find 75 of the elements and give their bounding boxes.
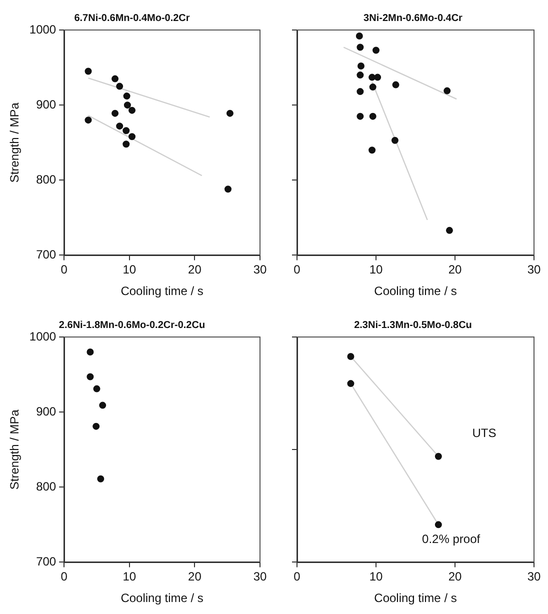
point: [347, 380, 354, 388]
x-axis-title: Cooling time / s: [120, 284, 204, 298]
point: [356, 44, 364, 51]
point: [356, 88, 364, 96]
x-axis-title: Cooling time / s: [374, 591, 457, 606]
point: [391, 136, 398, 144]
point: [444, 87, 451, 94]
x-tick-label: 30: [527, 570, 541, 584]
point: [446, 226, 453, 234]
point: [84, 116, 92, 124]
point: [356, 32, 363, 40]
y-tick-label: 700: [36, 554, 56, 569]
point: [97, 475, 104, 482]
chart-title: 2.6Ni-1.8Mn-0.6Mo-0.2Cr-0.2Cu: [58, 320, 206, 331]
point: [116, 122, 124, 130]
point: [434, 452, 442, 460]
point: [374, 74, 382, 81]
x-tick-label: 0: [60, 262, 68, 277]
x-tick-label: 0: [60, 570, 68, 584]
y-axis-title: Strength / MPa: [8, 409, 22, 490]
point: [123, 92, 130, 100]
point: [226, 110, 234, 117]
y-axis-title: Strength / MPa: [8, 102, 22, 183]
point: [372, 46, 380, 54]
y-tick-label: 800: [36, 479, 56, 494]
point: [434, 521, 442, 528]
y-tick-label: 1000: [29, 22, 56, 36]
y-tick-label: 800: [36, 172, 56, 186]
point: [122, 127, 130, 134]
point: [392, 81, 400, 88]
point: [368, 146, 376, 154]
point: [84, 68, 92, 75]
x-tick-label: 20: [448, 570, 462, 584]
point: [112, 75, 119, 82]
x-tick-label: 10: [369, 262, 383, 277]
annotation: UTS: [472, 426, 496, 440]
point: [356, 72, 364, 79]
point: [356, 112, 364, 120]
x-tick-label: 0: [294, 262, 301, 277]
chart-title: 3Ni-2Mn-0.6Mo-0.4Cr: [364, 12, 463, 24]
point: [347, 353, 354, 360]
x-tick-label: 10: [369, 570, 383, 584]
point: [112, 110, 119, 117]
y-tick-label: 1000: [29, 329, 56, 344]
point: [128, 106, 136, 114]
annotation: 0.2% proof: [422, 532, 481, 546]
x-tick-label: 30: [253, 570, 267, 584]
point: [99, 402, 106, 409]
point: [86, 373, 94, 380]
x-tick-label: 10: [122, 262, 136, 277]
point: [369, 84, 376, 91]
x-tick-label: 20: [188, 262, 202, 277]
x-tick-label: 20: [188, 570, 202, 584]
x-tick-label: 10: [122, 570, 136, 584]
x-tick-label: 20: [448, 262, 462, 277]
point: [93, 385, 100, 392]
point: [124, 102, 131, 109]
x-axis-title: Cooling time / s: [374, 284, 457, 298]
x-tick-label: 0: [294, 570, 301, 584]
point: [116, 82, 124, 90]
x-tick-label: 30: [253, 262, 267, 277]
point: [92, 422, 100, 430]
point: [86, 348, 94, 356]
point: [369, 112, 376, 120]
x-tick-label: 30: [527, 262, 541, 277]
point: [357, 62, 364, 70]
point: [224, 186, 232, 193]
y-tick-label: 900: [36, 404, 56, 418]
y-tick-label: 900: [36, 97, 56, 112]
point: [128, 133, 136, 140]
y-tick-label: 700: [36, 248, 56, 262]
chart-title: 6.7Ni-0.6Mn-0.4Mo-0.2Cr: [74, 12, 190, 24]
point: [122, 140, 130, 148]
chart-title: 2.3Ni-1.3Mn-0.5Mo-0.8Cu: [354, 320, 472, 331]
x-axis-title: Cooling time / s: [120, 591, 204, 606]
